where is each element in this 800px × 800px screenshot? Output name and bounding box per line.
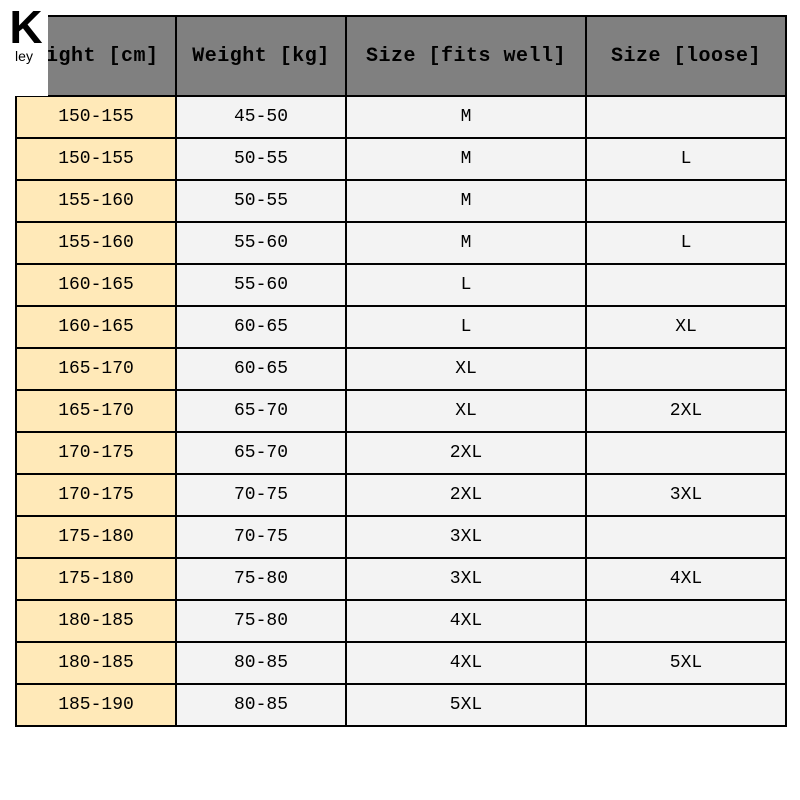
cell-size-loose: 2XL [586,390,786,432]
cell-height: 165-170 [16,348,176,390]
cell-size-fit: M [346,180,586,222]
cell-size-loose [586,96,786,138]
cell-size-loose [586,180,786,222]
cell-size-loose [586,348,786,390]
cell-weight: 80-85 [176,642,346,684]
cell-size-fit: 3XL [346,516,586,558]
cell-size-fit: 3XL [346,558,586,600]
cell-weight: 45-50 [176,96,346,138]
cell-size-loose: 3XL [586,474,786,516]
table-row: 170-17565-702XL [16,432,786,474]
cell-weight: 80-85 [176,684,346,726]
cell-height: 150-155 [16,138,176,180]
cell-weight: 75-80 [176,600,346,642]
table-row: 155-16055-60ML [16,222,786,264]
cell-weight: 70-75 [176,516,346,558]
cell-weight: 65-70 [176,432,346,474]
cell-height: 175-180 [16,516,176,558]
cell-size-fit: L [346,264,586,306]
table-row: 160-16560-65LXL [16,306,786,348]
cell-size-fit: L [346,306,586,348]
cell-weight: 50-55 [176,180,346,222]
cell-size-fit: 5XL [346,684,586,726]
table-row: 165-17065-70XL2XL [16,390,786,432]
table-row: 185-19080-855XL [16,684,786,726]
table-row: 180-18575-804XL [16,600,786,642]
cell-height: 155-160 [16,222,176,264]
cell-height: 160-165 [16,264,176,306]
cell-height: 160-165 [16,306,176,348]
table-row: 150-15545-50M [16,96,786,138]
cell-weight: 60-65 [176,306,346,348]
cell-weight: 55-60 [176,222,346,264]
cell-weight: 50-55 [176,138,346,180]
cell-weight: 55-60 [176,264,346,306]
size-chart-table: eight [cm] Weight [kg] Size [fits well] … [15,15,787,727]
table-row: 180-18580-854XL5XL [16,642,786,684]
cell-weight: 70-75 [176,474,346,516]
table-row: 175-18070-753XL [16,516,786,558]
logo-text: ley [15,48,33,64]
table-row: 165-17060-65XL [16,348,786,390]
cell-size-loose [586,264,786,306]
cell-size-fit: M [346,96,586,138]
cell-size-loose: XL [586,306,786,348]
col-header-size-loose: Size [loose] [586,16,786,96]
table-row: 175-18075-803XL4XL [16,558,786,600]
cell-height: 165-170 [16,390,176,432]
table-row: 170-17570-752XL3XL [16,474,786,516]
cell-size-fit: 2XL [346,432,586,474]
table-row: 150-15550-55ML [16,138,786,180]
cell-size-loose: L [586,222,786,264]
cell-size-loose [586,516,786,558]
cell-weight: 60-65 [176,348,346,390]
cell-height: 175-180 [16,558,176,600]
cell-height: 180-185 [16,600,176,642]
header-row: eight [cm] Weight [kg] Size [fits well] … [16,16,786,96]
cell-size-fit: M [346,138,586,180]
cell-size-loose [586,600,786,642]
brand-logo: K ley [0,0,48,96]
cell-size-fit: M [346,222,586,264]
cell-height: 155-160 [16,180,176,222]
cell-height: 170-175 [16,432,176,474]
logo-mark: K [9,4,38,50]
table-row: 155-16050-55M [16,180,786,222]
cell-size-fit: XL [346,390,586,432]
cell-size-loose: L [586,138,786,180]
cell-weight: 75-80 [176,558,346,600]
cell-height: 185-190 [16,684,176,726]
cell-height: 170-175 [16,474,176,516]
cell-size-loose: 4XL [586,558,786,600]
col-header-size-fit: Size [fits well] [346,16,586,96]
table-body: 150-15545-50M150-15550-55ML155-16050-55M… [16,96,786,726]
cell-height: 150-155 [16,96,176,138]
table-row: 160-16555-60L [16,264,786,306]
cell-weight: 65-70 [176,390,346,432]
cell-size-loose [586,684,786,726]
cell-size-fit: 4XL [346,642,586,684]
cell-size-fit: 4XL [346,600,586,642]
cell-height: 180-185 [16,642,176,684]
col-header-weight: Weight [kg] [176,16,346,96]
cell-size-fit: XL [346,348,586,390]
cell-size-loose: 5XL [586,642,786,684]
cell-size-loose [586,432,786,474]
cell-size-fit: 2XL [346,474,586,516]
